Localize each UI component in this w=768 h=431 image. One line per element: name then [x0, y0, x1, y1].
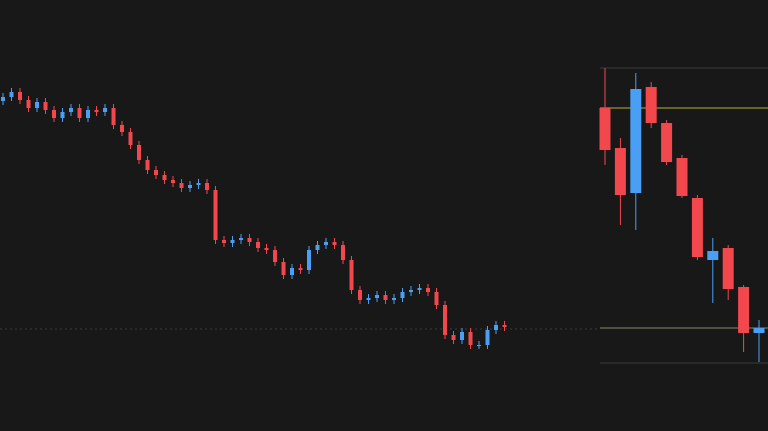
candle-body — [375, 295, 379, 298]
candle-body — [9, 92, 14, 97]
candle-body — [341, 245, 345, 260]
candle-body — [69, 108, 73, 112]
candle-body — [94, 110, 99, 112]
candle-body — [171, 180, 175, 183]
candle-body — [222, 240, 226, 243]
candle-body — [154, 170, 158, 175]
candle-body — [383, 295, 388, 300]
candle-body — [196, 183, 201, 185]
candle-body — [43, 102, 48, 110]
candle-body — [60, 112, 65, 118]
candle-body — [722, 248, 734, 289]
candle-body — [18, 92, 22, 100]
candle-body — [26, 100, 31, 108]
candle-body — [86, 110, 90, 118]
candle-body — [213, 190, 218, 240]
candle-body — [230, 240, 235, 243]
candle-body — [426, 288, 430, 292]
candle-body — [366, 298, 371, 300]
candle-body — [691, 198, 703, 257]
candle-body — [707, 251, 719, 260]
candle-body — [434, 292, 439, 305]
candle-body — [358, 290, 362, 300]
candle-body — [477, 345, 481, 346]
candle-body — [599, 108, 611, 150]
candle-body — [162, 175, 167, 180]
candle-body — [661, 123, 673, 162]
candle-body — [273, 250, 277, 262]
candle-body — [738, 287, 750, 333]
candle-body — [264, 248, 269, 250]
candle-body — [460, 332, 464, 340]
candle-body — [451, 335, 456, 340]
candle-body — [753, 328, 765, 333]
candle-body — [281, 262, 286, 275]
candle-body — [298, 268, 303, 270]
candle-body — [239, 238, 243, 240]
candle-body — [400, 292, 405, 298]
candle-body — [676, 158, 688, 196]
candle-body — [324, 242, 328, 245]
candle-body — [392, 298, 396, 300]
candle-body — [145, 160, 150, 170]
candle-body — [77, 108, 82, 118]
candle-body — [35, 102, 39, 108]
candle-body — [315, 245, 320, 250]
candle-body — [205, 183, 209, 190]
candle-body — [332, 242, 337, 245]
candle-body — [502, 325, 507, 327]
candle-body — [645, 87, 657, 123]
candle-body — [256, 242, 260, 248]
candle-body — [443, 305, 447, 335]
candle-body — [417, 288, 422, 290]
candle-body — [630, 89, 642, 193]
candle-body — [1, 97, 5, 101]
candle-body — [290, 268, 294, 275]
candle-body — [128, 132, 133, 145]
candle-body — [120, 125, 124, 132]
candle-body — [137, 145, 141, 160]
candle-body — [409, 290, 413, 292]
candle-body — [485, 330, 490, 345]
candle-body — [179, 183, 184, 188]
candle-body — [247, 238, 252, 242]
candle-body — [111, 108, 116, 125]
candle-body — [103, 108, 107, 112]
candle-body — [52, 110, 56, 118]
candle-body — [349, 260, 354, 290]
candle-body — [468, 332, 473, 345]
candle-body — [614, 148, 626, 195]
candle-body — [307, 250, 311, 270]
candle-body — [494, 325, 498, 330]
candle-body — [188, 185, 192, 188]
